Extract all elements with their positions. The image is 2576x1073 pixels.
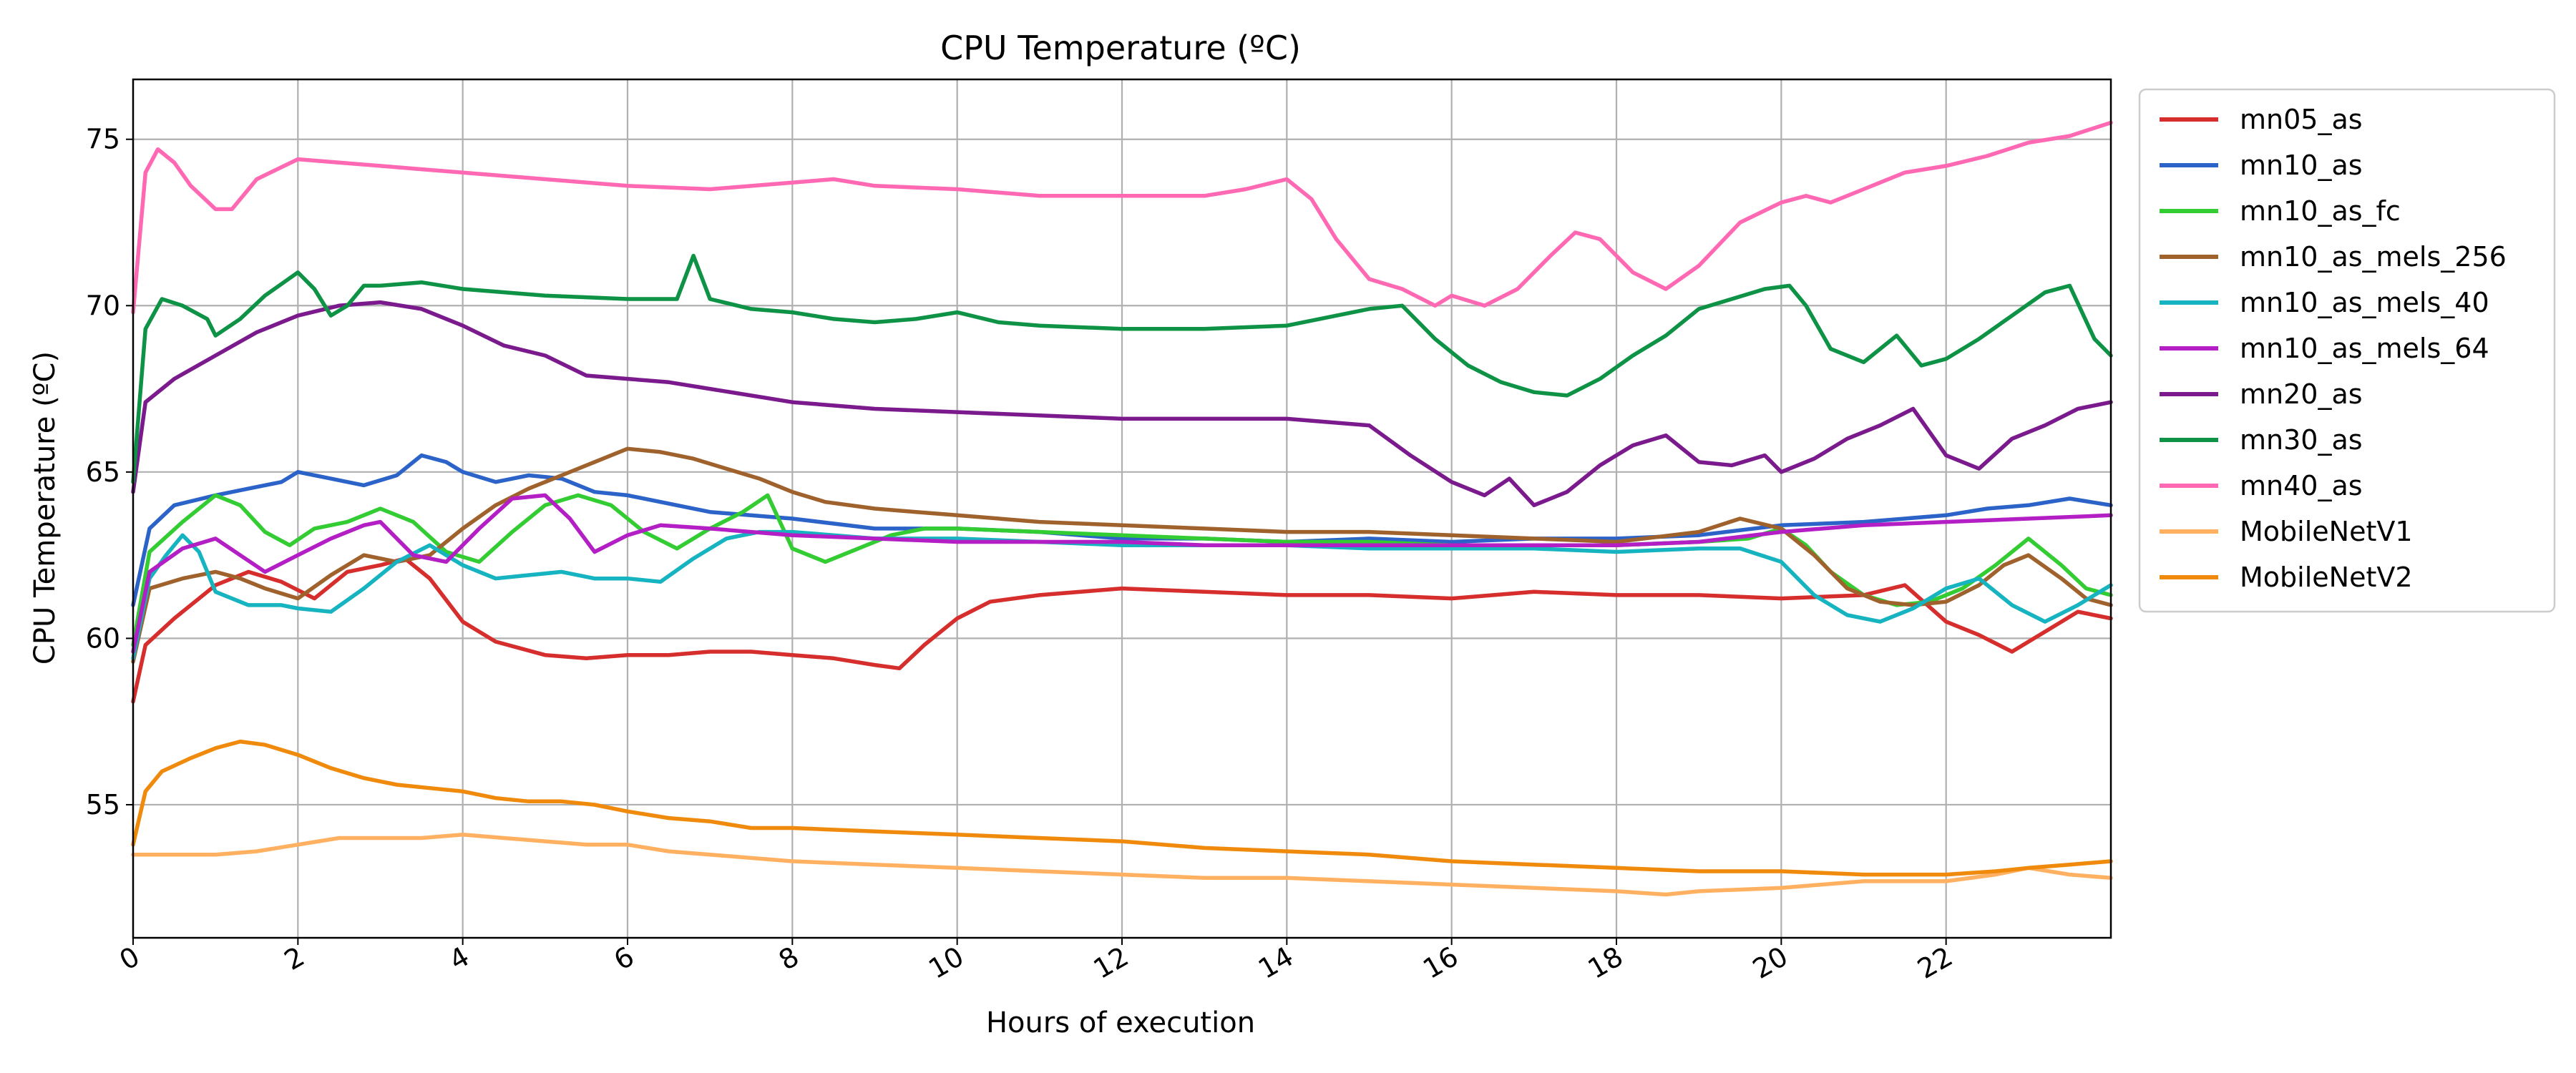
x-tick-label: 0	[114, 941, 145, 976]
y-tick-label: 60	[86, 622, 120, 654]
x-tick-label: 18	[1583, 941, 1629, 985]
legend-label-mn30-as: mn30_as	[2240, 424, 2363, 456]
x-tick-label: 16	[1418, 941, 1463, 985]
legend-label-mn10-as-fc: mn10_as_fc	[2240, 195, 2401, 227]
x-tick-label: 4	[444, 941, 474, 976]
y-tick-label: 65	[86, 456, 120, 488]
y-tick-label: 75	[86, 124, 120, 155]
x-tick-label: 10	[923, 941, 969, 985]
series-line-mn10-as-mels-64	[131, 493, 2113, 654]
y-axis: 55 60 65 70 75	[86, 124, 133, 820]
y-tick-label: 55	[86, 789, 120, 820]
y-axis-label: CPU Temperature (ºC)	[29, 351, 62, 665]
series-line-mn10-as-mels-40	[131, 529, 2113, 661]
series-line-mn10-as-mels-256	[131, 446, 2113, 664]
legend-label-mn40-as: mn40_as	[2240, 470, 2363, 501]
series-line-mn20-as	[131, 300, 2113, 508]
series-line-mobilenetv1	[131, 833, 2113, 897]
legend-label-mobilenetv2: MobileNetV2	[2240, 562, 2413, 593]
chart-title: CPU Temperature (ºC)	[940, 29, 1301, 67]
series-line-mn40-as	[131, 120, 2113, 315]
legend-label-mn20-as: mn20_as	[2240, 378, 2363, 410]
series-line-mobilenetv2	[131, 739, 2113, 877]
legend-label-mn10-as-mels-40: mn10_as_mels_40	[2240, 287, 2489, 318]
x-tick-label: 6	[609, 941, 640, 976]
y-tick-label: 70	[86, 290, 120, 321]
grid	[133, 79, 2111, 938]
x-tick-label: 12	[1088, 941, 1134, 985]
x-tick-label: 8	[774, 941, 804, 976]
series-line-mn30-as	[131, 253, 2113, 484]
x-axis: 0 2 4 6 8 10 12 14 16 18 20 22	[114, 938, 1958, 985]
legend: mn05_as mn10_as mn10_as_fc mn10_as_mels_256…	[2138, 88, 2556, 613]
x-tick-label: 14	[1253, 941, 1299, 985]
legend-box	[2138, 88, 2556, 613]
x-tick-label: 22	[1912, 941, 1958, 985]
legend-label-mobilenetv1: MobileNetV1	[2240, 516, 2413, 547]
legend-label-mn05-as: mn05_as	[2240, 104, 2363, 135]
legend-label-mn10-as: mn10_as	[2240, 150, 2363, 181]
legend-label-mn10-as-mels-64: mn10_as_mels_64	[2240, 333, 2489, 364]
series-lines	[131, 120, 2113, 897]
series-line-mn05-as	[131, 557, 2113, 704]
x-axis-label: Hours of execution	[986, 1006, 1255, 1039]
x-tick-label: 20	[1747, 941, 1793, 985]
legend-label-mn10-as-mels-256: mn10_as_mels_256	[2240, 241, 2507, 273]
x-tick-label: 2	[279, 941, 310, 976]
